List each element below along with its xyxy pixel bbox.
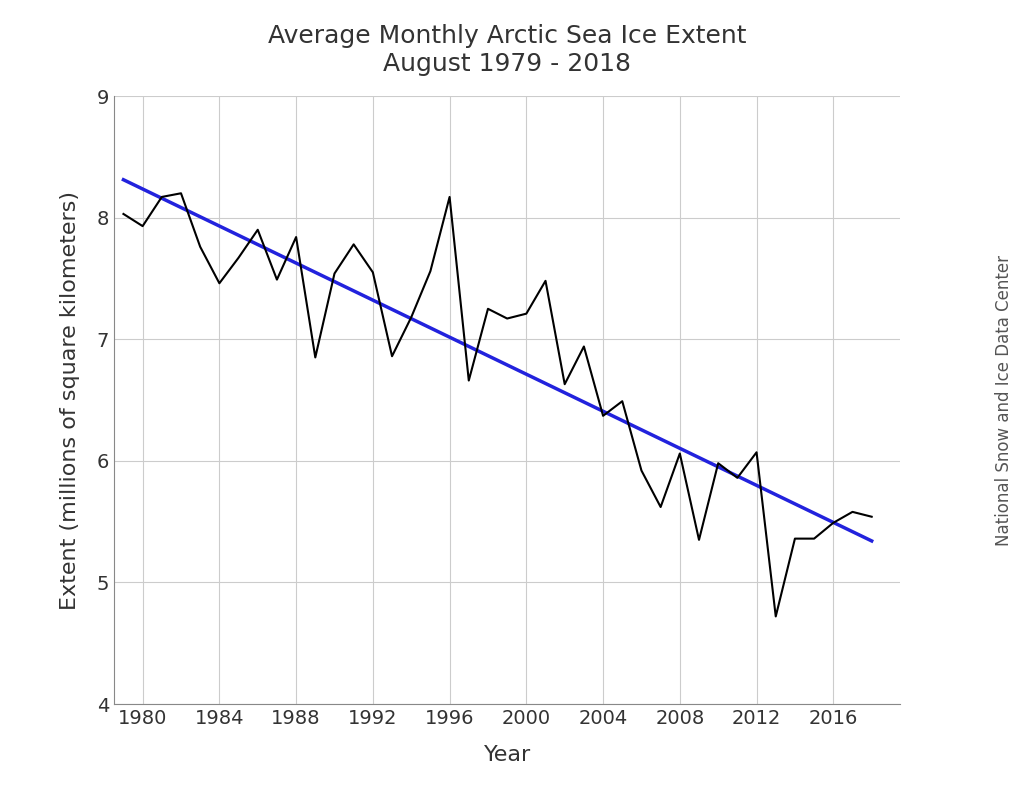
X-axis label: Year: Year [483,745,531,765]
Y-axis label: Extent (millions of square kilometers): Extent (millions of square kilometers) [60,190,80,610]
Text: National Snow and Ice Data Center: National Snow and Ice Data Center [995,254,1013,546]
Title: Average Monthly Arctic Sea Ice Extent
August 1979 - 2018: Average Monthly Arctic Sea Ice Extent Au… [268,24,746,76]
